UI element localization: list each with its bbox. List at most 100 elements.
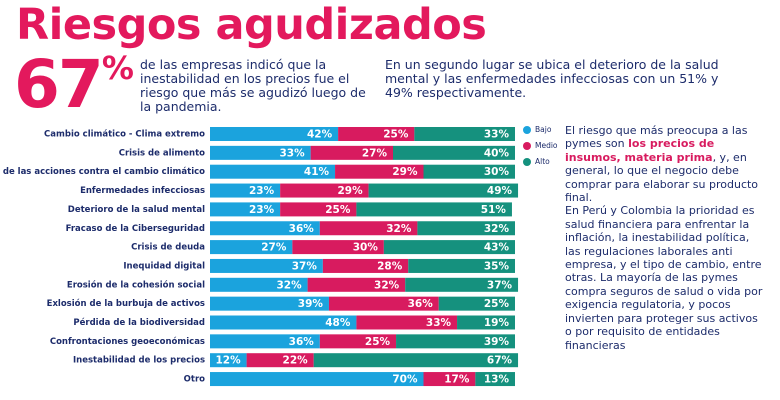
bar-segment [393, 145, 515, 160]
value-label: 30% [484, 166, 510, 178]
category-label: Crisis de deuda [131, 243, 205, 253]
value-label: 32% [374, 279, 400, 291]
stat-unit: % [101, 49, 134, 87]
bar-segment [328, 296, 439, 311]
category-label: Cambio climático - Clima extremo [44, 130, 205, 140]
bar-segment [319, 334, 397, 349]
sidebar-paragraph: En Perú y Colombia la prioridad es salud… [565, 204, 763, 352]
value-label: 17% [444, 374, 470, 386]
bar-segment [457, 315, 515, 330]
bar-segment [423, 164, 515, 179]
value-label: 40% [484, 147, 510, 159]
value-label: 28% [377, 260, 403, 272]
bar-segment [292, 240, 384, 255]
legend-marker [523, 126, 531, 134]
text: , y, en general, lo que el negocio debe … [565, 150, 759, 205]
value-label: 70% [392, 374, 418, 386]
bar-segment [210, 127, 339, 141]
category-label: Confrontaciones geoeconómicas [50, 336, 205, 347]
bar-segment [210, 372, 424, 387]
value-label: 36% [289, 223, 315, 235]
bar-segment [310, 145, 393, 160]
value-label: 19% [484, 317, 510, 329]
bar-segment [307, 277, 406, 292]
value-label: 32% [386, 223, 412, 235]
bar-segment [280, 183, 369, 198]
value-label: 12% [215, 355, 241, 367]
value-label: 39% [298, 298, 324, 310]
category-label: Enfermedades infecciosas [80, 186, 205, 196]
bar-segment [405, 277, 519, 292]
value-label: 22% [283, 355, 309, 367]
category-label: Otro [184, 375, 205, 385]
category-label: Deterioro de la salud mental [68, 205, 205, 215]
category-label: Crisis de alimento [119, 148, 205, 158]
stat-number: 67 [14, 46, 104, 123]
bar-segment [210, 221, 320, 236]
value-label: 37% [292, 260, 318, 272]
title: Riesgos agudizados [16, 0, 487, 50]
category-label: Fracaso de la Ciberseguridad [66, 224, 205, 234]
value-label: 30% [353, 242, 379, 254]
value-label: 39% [484, 336, 510, 348]
bar-segment [408, 258, 515, 273]
value-label: 29% [392, 166, 418, 178]
value-label: 23% [249, 204, 275, 216]
legend-marker [523, 142, 531, 150]
value-label: 49% [487, 185, 513, 197]
bar-segment [210, 334, 320, 349]
legend-label: Medio [535, 141, 558, 150]
value-label: 32% [276, 279, 302, 291]
bar-segment [322, 258, 409, 273]
value-label: 67% [487, 355, 513, 367]
sidebar-paragraph: El riesgo que más preocupa a las pymes s… [565, 124, 765, 204]
bar-segment [338, 127, 415, 141]
bar-segment [396, 334, 515, 349]
bar-segment [356, 315, 458, 330]
bar-segment [246, 353, 314, 368]
category-label: Erosión de la cohesión social [67, 279, 205, 290]
bar-segment [210, 353, 247, 368]
legend-marker [523, 158, 531, 166]
value-label: 37% [487, 279, 513, 291]
sidebar: El riesgo que más preocupa a las pymes s… [565, 124, 765, 352]
bar-segment [368, 183, 519, 198]
value-label: 25% [383, 129, 409, 141]
text: El riesgo que más preocupa a las pymes s… [565, 124, 748, 151]
category-label: Pérdida de la biodiversidad [73, 317, 205, 328]
bar-segment [210, 202, 281, 217]
stat: 67% [14, 52, 134, 118]
value-label: 33% [280, 147, 306, 159]
intro-text: de las empresas indicó que la inestabili… [140, 57, 366, 114]
value-label: 36% [289, 336, 315, 348]
bar-segment [210, 164, 336, 179]
bar-segment [423, 372, 476, 387]
value-label: 48% [325, 317, 351, 329]
value-label: 27% [261, 242, 287, 254]
value-label: 51% [481, 204, 507, 216]
bar-segment [210, 296, 329, 311]
bar-segment [313, 353, 519, 368]
value-label: 43% [484, 242, 510, 254]
value-label: 35% [484, 260, 510, 272]
bar-segment [210, 258, 323, 273]
value-label: 33% [484, 129, 510, 141]
legend-label: Bajo [535, 125, 552, 134]
legend-label: Alto [535, 157, 550, 166]
category-label: Exlosión de la burbuja de activos [47, 298, 205, 309]
value-label: 13% [484, 374, 510, 386]
value-label: 25% [365, 336, 391, 348]
bar-segment [475, 372, 515, 387]
bar-segment [210, 183, 281, 198]
value-label: 27% [362, 147, 388, 159]
bar-segment [319, 221, 418, 236]
value-label: 25% [325, 204, 351, 216]
category-label: Inestabilidad de los precios [73, 356, 205, 366]
bar-segment [414, 127, 515, 141]
category-label: Inequidad digital [123, 261, 205, 271]
bar-segment [438, 296, 515, 311]
bar-segment [417, 221, 515, 236]
value-label: 42% [307, 129, 333, 141]
